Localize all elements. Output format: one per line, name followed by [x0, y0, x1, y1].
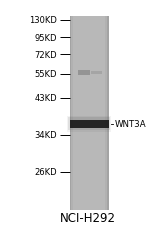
Bar: [70, 17, 71, 210]
Text: 95KD: 95KD: [35, 33, 57, 42]
Text: 43KD: 43KD: [34, 94, 57, 103]
Bar: [67, 116, 111, 133]
Bar: [107, 17, 109, 210]
Bar: [70, 17, 109, 210]
Bar: [78, 71, 90, 76]
Bar: [68, 118, 110, 131]
Bar: [70, 120, 109, 129]
Bar: [70, 17, 73, 210]
Text: WNT3A: WNT3A: [114, 120, 146, 129]
Bar: [91, 71, 102, 75]
Text: 130KD: 130KD: [29, 16, 57, 25]
Text: 72KD: 72KD: [34, 51, 57, 60]
Text: 55KD: 55KD: [35, 70, 57, 79]
Text: NCI-H292: NCI-H292: [60, 211, 116, 224]
Text: 26KD: 26KD: [34, 168, 57, 176]
Bar: [105, 17, 109, 210]
Text: 34KD: 34KD: [34, 131, 57, 140]
